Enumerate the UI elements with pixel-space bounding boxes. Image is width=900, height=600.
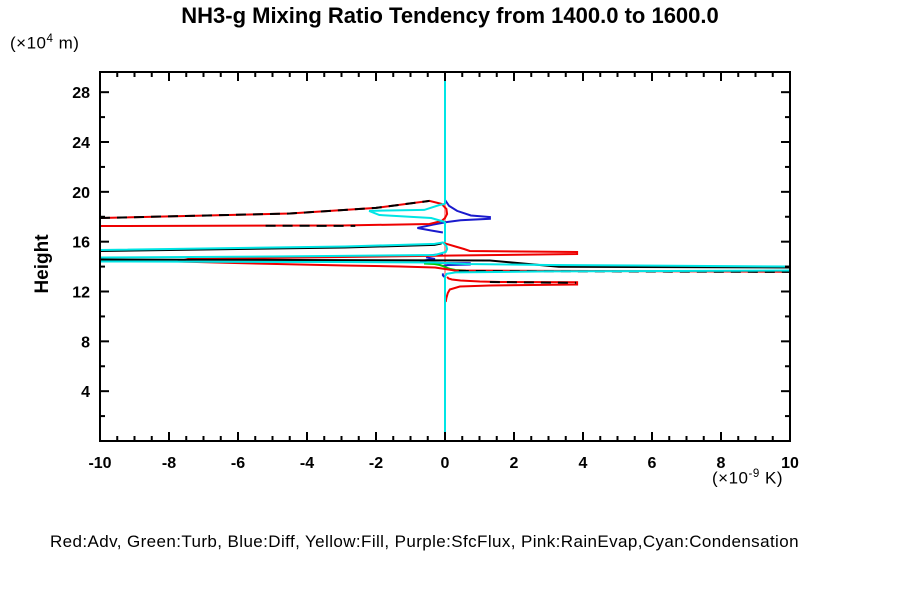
x-unit-exponent: -9 (748, 468, 760, 480)
x-unit-prefix: (×10 (712, 468, 749, 488)
series-condensation (368, 202, 446, 223)
y-unit-prefix: (×10 (10, 33, 47, 53)
y-tick-label: 24 (72, 135, 90, 152)
x-tick-label: 6 (648, 455, 657, 472)
series-diff (417, 199, 491, 234)
series-condensation (444, 269, 791, 278)
x-tick-label: 4 (579, 455, 588, 472)
x-tick-label: 10 (781, 455, 799, 472)
series-diff (441, 273, 446, 279)
y-axis-unit-label: (×104 m) (10, 33, 79, 54)
x-tick-label: 2 (510, 455, 519, 472)
x-tick-label: -4 (300, 455, 314, 472)
series-legend: Red:Adv, Green:Turb, Blue:Diff, Yellow:F… (50, 532, 799, 551)
series-total-solid (99, 258, 791, 269)
series-total-dashed (489, 281, 577, 284)
y-tick-label: 12 (72, 285, 90, 302)
x-tick-label: -8 (162, 455, 176, 472)
x-tick-label: -2 (369, 455, 383, 472)
y-tick-label: 8 (81, 334, 90, 351)
y-tick-label: 20 (72, 185, 90, 202)
x-tick-label: 8 (717, 455, 726, 472)
y-tick-label: 28 (72, 85, 90, 102)
series-condensation (99, 260, 791, 268)
series-adv (444, 276, 579, 303)
y-tick-label: 16 (72, 235, 90, 252)
series-adv (177, 241, 791, 273)
x-tick-label: 0 (441, 455, 450, 472)
x-axis-unit-label: (×10-9 K) (712, 468, 783, 489)
series-condensation (99, 241, 449, 259)
y-unit-exponent: 4 (46, 33, 54, 45)
y-tick-label: 4 (81, 384, 90, 401)
y-unit-suffix: m) (53, 33, 80, 53)
x-tick-label: -6 (231, 455, 245, 472)
x-tick-label: -10 (88, 455, 111, 472)
chart-title: NH3-g Mixing Ratio Tendency from 1400.0 … (181, 3, 719, 28)
series-total-dashed (99, 199, 430, 219)
x-unit-suffix: K) (759, 468, 784, 488)
